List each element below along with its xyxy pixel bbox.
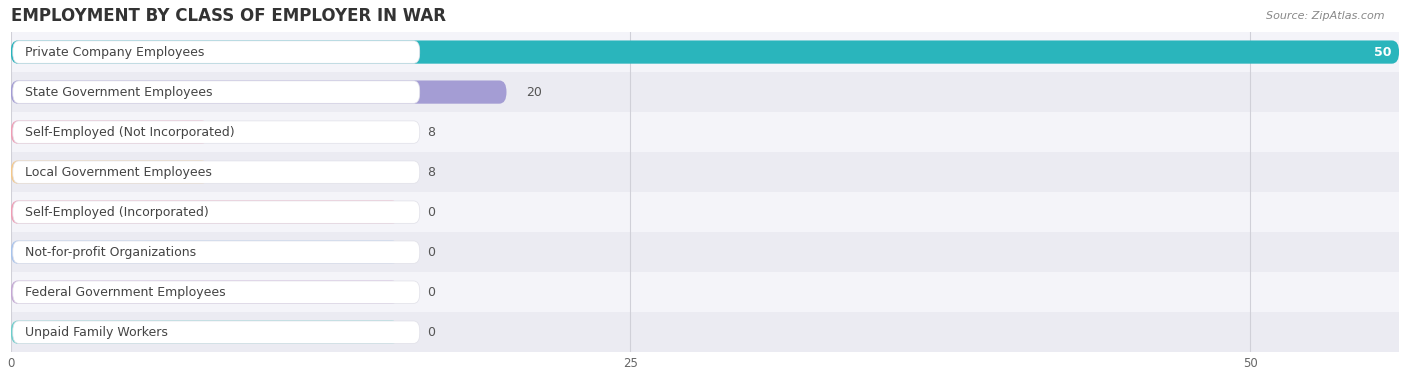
Text: Unpaid Family Workers: Unpaid Family Workers (25, 326, 169, 339)
Text: Local Government Employees: Local Government Employees (25, 166, 212, 179)
FancyBboxPatch shape (11, 152, 1399, 192)
FancyBboxPatch shape (13, 201, 420, 223)
Text: 0: 0 (427, 205, 436, 219)
FancyBboxPatch shape (11, 112, 1399, 152)
Text: State Government Employees: State Government Employees (25, 86, 212, 98)
FancyBboxPatch shape (13, 241, 420, 264)
FancyBboxPatch shape (13, 121, 420, 143)
Text: 0: 0 (427, 326, 436, 339)
FancyBboxPatch shape (11, 312, 1399, 352)
Text: 0: 0 (427, 286, 436, 299)
FancyBboxPatch shape (13, 41, 420, 63)
Text: Private Company Employees: Private Company Employees (25, 46, 204, 58)
Text: 8: 8 (427, 166, 436, 179)
Text: 50: 50 (1374, 46, 1392, 58)
FancyBboxPatch shape (11, 40, 1399, 64)
Text: Source: ZipAtlas.com: Source: ZipAtlas.com (1267, 11, 1385, 21)
Text: EMPLOYMENT BY CLASS OF EMPLOYER IN WAR: EMPLOYMENT BY CLASS OF EMPLOYER IN WAR (11, 7, 446, 25)
Text: 0: 0 (427, 246, 436, 259)
FancyBboxPatch shape (13, 321, 420, 343)
Text: Not-for-profit Organizations: Not-for-profit Organizations (25, 246, 197, 259)
Text: 20: 20 (526, 86, 543, 98)
FancyBboxPatch shape (11, 280, 399, 304)
FancyBboxPatch shape (11, 192, 1399, 232)
FancyBboxPatch shape (11, 320, 399, 344)
FancyBboxPatch shape (11, 121, 209, 144)
FancyBboxPatch shape (11, 72, 1399, 112)
Text: 8: 8 (427, 126, 436, 139)
FancyBboxPatch shape (11, 32, 1399, 72)
FancyBboxPatch shape (11, 80, 506, 104)
FancyBboxPatch shape (13, 161, 420, 183)
FancyBboxPatch shape (11, 241, 399, 264)
Text: Federal Government Employees: Federal Government Employees (25, 286, 226, 299)
Text: Self-Employed (Incorporated): Self-Employed (Incorporated) (25, 205, 209, 219)
FancyBboxPatch shape (11, 272, 1399, 312)
FancyBboxPatch shape (11, 232, 1399, 272)
FancyBboxPatch shape (11, 161, 209, 184)
Text: Self-Employed (Not Incorporated): Self-Employed (Not Incorporated) (25, 126, 235, 139)
FancyBboxPatch shape (13, 281, 420, 303)
FancyBboxPatch shape (11, 201, 399, 224)
FancyBboxPatch shape (13, 81, 420, 103)
